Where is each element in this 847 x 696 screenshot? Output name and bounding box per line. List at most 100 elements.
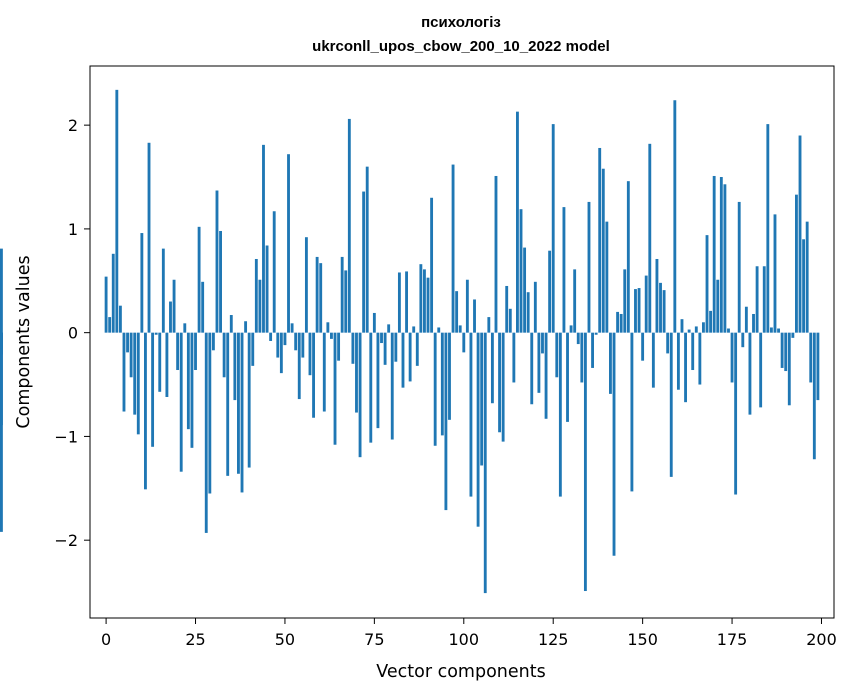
bar (419, 264, 423, 333)
bar (558, 332, 562, 497)
bar (448, 332, 451, 420)
bar (573, 269, 577, 333)
bar (727, 328, 730, 333)
x-tick-label: 175 (717, 630, 748, 649)
bar (469, 332, 473, 497)
bar (651, 332, 655, 388)
bar (222, 332, 226, 378)
bar (709, 310, 713, 333)
bar (0, 332, 3, 426)
bar (190, 332, 194, 448)
bar (115, 89, 119, 333)
bar (462, 332, 466, 353)
bar (759, 332, 763, 408)
bar (351, 332, 355, 364)
bar (362, 191, 366, 333)
bar (490, 332, 494, 404)
bar (376, 332, 380, 429)
bar (569, 325, 573, 333)
bar (741, 332, 745, 348)
bar (390, 332, 394, 440)
x-axis-ticks: 0 25 50 75 100 125 150 175 200 (101, 618, 837, 649)
bar (251, 332, 255, 366)
y-tick-label: −2 (54, 531, 78, 550)
bar (487, 317, 491, 333)
bar (247, 332, 251, 468)
bar (397, 272, 401, 333)
bar (161, 248, 165, 333)
bar (204, 332, 208, 533)
bar (304, 237, 308, 333)
bar (136, 332, 140, 435)
bar (394, 332, 398, 362)
bar (122, 332, 126, 412)
bar (208, 332, 212, 494)
bar (312, 332, 315, 418)
bar (598, 147, 602, 333)
bar (637, 288, 641, 333)
bar (473, 299, 476, 333)
bar (591, 332, 594, 368)
bar (476, 332, 480, 527)
bar (812, 332, 816, 460)
bar (712, 175, 716, 333)
bar (516, 111, 519, 333)
bar (641, 332, 645, 361)
bar (322, 332, 326, 412)
bar (276, 332, 280, 358)
bar (662, 290, 666, 333)
bar (605, 221, 609, 333)
bar (458, 325, 462, 333)
bar (258, 279, 262, 333)
bar (626, 181, 630, 333)
bar (194, 332, 197, 371)
bar (430, 197, 434, 333)
y-tick-label: −1 (54, 427, 78, 446)
bar (279, 332, 283, 374)
y-tick-label: 0 (68, 324, 78, 343)
bar (111, 253, 115, 333)
bar (433, 332, 437, 446)
bar (519, 209, 523, 333)
bar (737, 201, 741, 333)
bar (201, 281, 205, 333)
bar (780, 332, 784, 368)
bar (541, 332, 544, 354)
bar (211, 332, 215, 351)
bar (773, 214, 777, 333)
bar (609, 332, 612, 394)
bar (623, 269, 627, 333)
bar (315, 256, 319, 333)
bar (326, 322, 330, 333)
x-tick-label: 125 (538, 630, 569, 649)
bar (183, 323, 187, 333)
plot-frame (89, 65, 835, 619)
bar (533, 281, 537, 333)
bar (262, 144, 265, 333)
bar (616, 311, 620, 333)
bar (147, 142, 151, 333)
x-axis-label: Vector components (376, 662, 545, 682)
bar (802, 239, 806, 333)
bar (290, 323, 294, 333)
bar (694, 326, 698, 333)
bar (676, 332, 680, 390)
bar (233, 332, 237, 401)
bar (240, 332, 244, 493)
bar (383, 332, 387, 365)
bar (680, 319, 684, 333)
bar (480, 332, 484, 466)
bar (215, 190, 219, 333)
bar (426, 277, 430, 333)
bar (716, 279, 720, 333)
bar (226, 332, 230, 476)
bar (576, 332, 580, 345)
bar (526, 292, 530, 333)
bar (129, 332, 133, 378)
bar (219, 230, 222, 333)
bar (265, 245, 269, 333)
bar (340, 256, 344, 333)
bar (601, 168, 605, 333)
bar (140, 233, 144, 333)
bar (308, 332, 312, 376)
